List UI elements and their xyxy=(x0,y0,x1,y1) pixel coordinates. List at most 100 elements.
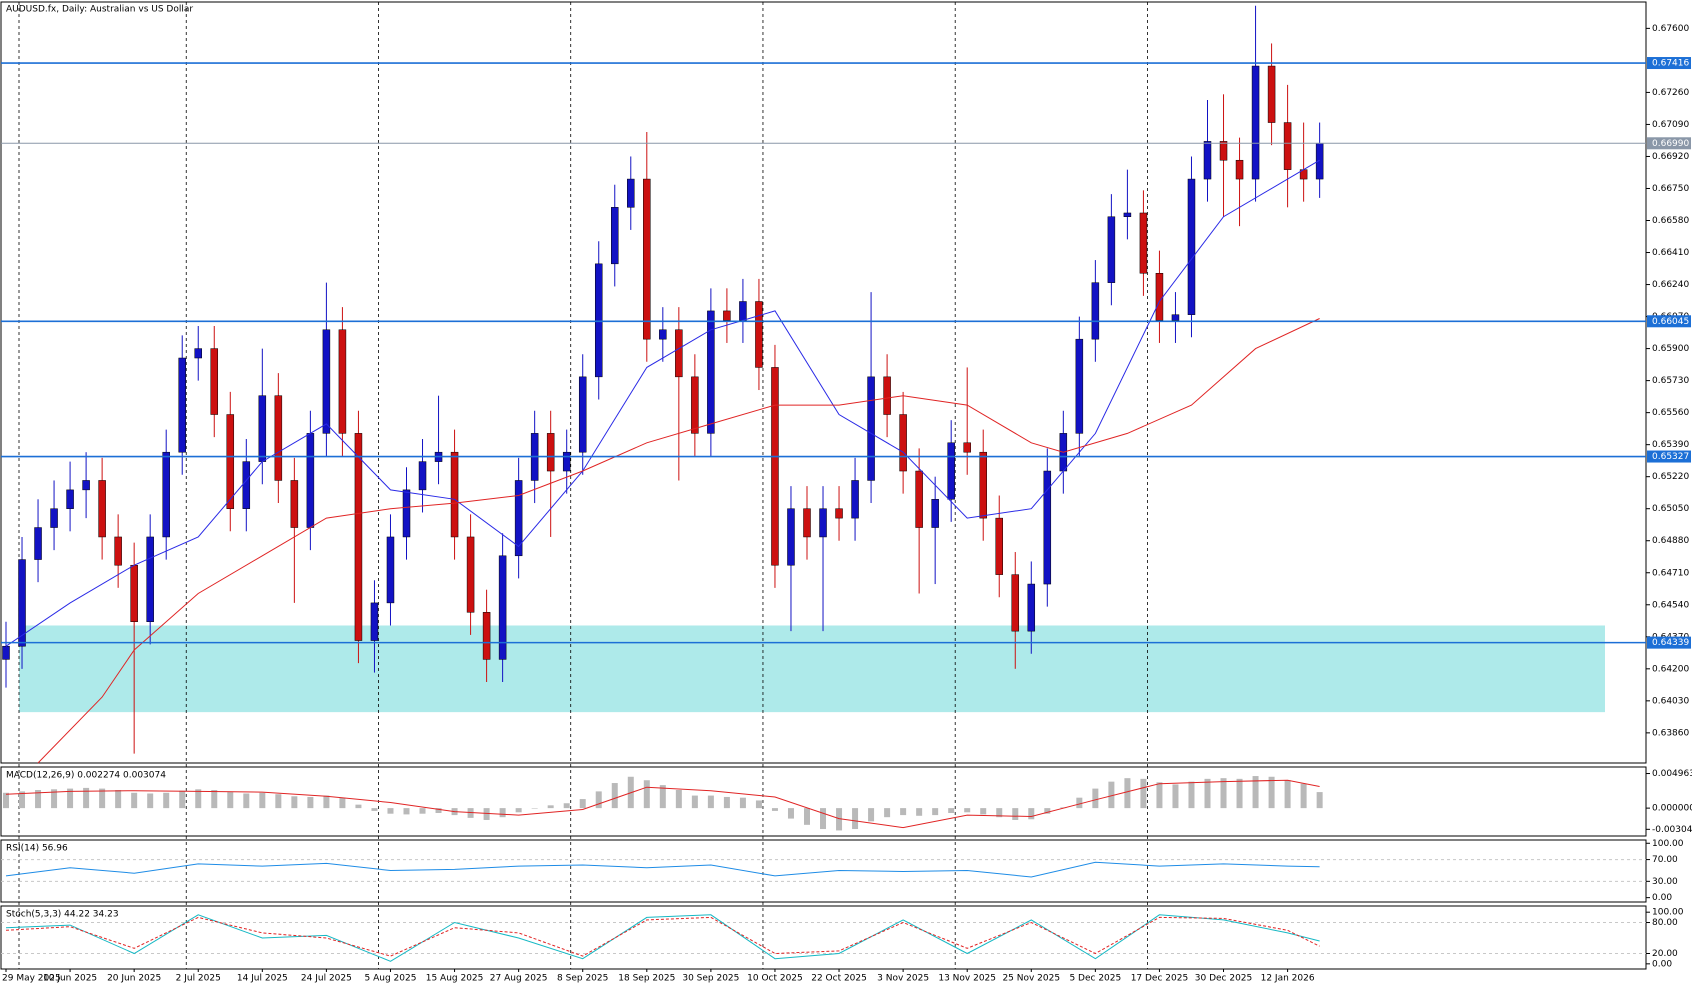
macd-bar xyxy=(771,808,778,811)
candle-body xyxy=(226,414,235,509)
candle-body xyxy=(1075,338,1084,434)
y-tick-label: 0.64030 xyxy=(1652,696,1689,706)
candle-body xyxy=(50,508,58,528)
macd-bar xyxy=(131,792,138,809)
macd-bar xyxy=(643,780,650,809)
candle-body xyxy=(146,536,154,622)
level-label-box xyxy=(1647,315,1691,328)
candle-body xyxy=(803,508,811,538)
y-tick-label: 0.67260 xyxy=(1652,88,1689,98)
y-tick-label: 100.00 xyxy=(1652,908,1684,918)
stoch-main xyxy=(5,914,1320,962)
candle-body xyxy=(1155,272,1164,321)
candle-body xyxy=(691,376,699,434)
x-tick-label: 12 Jan 2026 xyxy=(1261,974,1315,984)
macd-bar xyxy=(1300,783,1307,809)
candle-body xyxy=(114,536,122,566)
x-tick-label: 3 Nov 2025 xyxy=(877,974,929,984)
candle-body xyxy=(995,517,1003,575)
level-label-box xyxy=(1647,450,1691,463)
y-tick-label: 0.65220 xyxy=(1652,472,1689,482)
y-tick-label: 0.64710 xyxy=(1652,568,1689,578)
candle-body xyxy=(1219,141,1228,161)
x-tick-label: 8 Sep 2025 xyxy=(557,974,608,984)
x-tick-label: 5 Dec 2025 xyxy=(1069,974,1121,984)
candle-body xyxy=(915,470,923,528)
macd-bar xyxy=(275,794,282,809)
macd-bar xyxy=(339,797,346,809)
macd-bar xyxy=(1140,778,1147,809)
candle-body xyxy=(290,480,299,528)
macd-bar xyxy=(35,790,42,809)
candle-body xyxy=(274,395,283,481)
macd-bar xyxy=(1156,782,1163,809)
macd-bar xyxy=(1028,808,1035,820)
macd-bar xyxy=(563,803,570,809)
macd-bar xyxy=(980,808,987,815)
candle-body xyxy=(354,433,363,641)
pane-frame xyxy=(0,766,1647,837)
candle-body xyxy=(498,555,507,660)
macd-bar xyxy=(1188,781,1195,809)
candle-body xyxy=(1235,159,1244,180)
y-tick-label: 0.004963 xyxy=(1652,769,1692,779)
x-tick-label: 27 Aug 2025 xyxy=(490,974,548,984)
macd-bar xyxy=(739,797,746,809)
macd-bar xyxy=(836,808,843,831)
y-tick-label: 0.66920 xyxy=(1652,152,1689,162)
candle-body xyxy=(242,461,251,509)
macd-bar xyxy=(419,808,426,814)
macd-bar xyxy=(820,808,827,830)
macd-bar xyxy=(1092,788,1099,809)
macd-bar xyxy=(659,785,666,809)
candle-body xyxy=(34,527,42,560)
macd-bar xyxy=(1124,778,1131,809)
pane-title: MACD(12,26,9) 0.002274 0.003074 xyxy=(6,771,166,781)
candle-body xyxy=(835,508,843,519)
x-tick-label: 29 May 2025 xyxy=(2,974,61,984)
macd-bar xyxy=(515,808,522,813)
y-tick-label: 0.67600 xyxy=(1652,24,1689,34)
macd-bar xyxy=(499,808,506,818)
candle-body xyxy=(338,329,347,434)
macd-signal xyxy=(5,779,1320,829)
candle-body xyxy=(450,451,459,538)
macd-bar xyxy=(787,808,794,819)
candle-body xyxy=(931,499,939,528)
x-tick-label: 10 Jun 2025 xyxy=(43,974,97,984)
y-tick-label: 0.65050 xyxy=(1652,504,1689,514)
x-tick-label: 25 Nov 2025 xyxy=(1002,974,1060,984)
y-tick-label: 0.65730 xyxy=(1652,376,1689,386)
candle-body xyxy=(130,564,138,622)
x-tick-label: 18 Sep 2025 xyxy=(618,974,675,984)
stoch-signal xyxy=(5,916,1320,957)
moving-average xyxy=(5,159,1320,647)
y-tick-label: 0.000000 xyxy=(1652,804,1692,814)
candle-body xyxy=(707,310,715,434)
candle-body xyxy=(979,451,987,519)
candle-body xyxy=(1267,65,1276,123)
y-tick-label: 0.66410 xyxy=(1652,248,1689,258)
candle-body xyxy=(851,480,859,519)
candle-body xyxy=(386,536,395,604)
macd-bar xyxy=(611,783,618,809)
pane-frame xyxy=(0,1,1647,764)
pane-frame xyxy=(0,905,1647,970)
macd-bar xyxy=(579,799,586,809)
candle-body xyxy=(1187,178,1196,315)
candle-body xyxy=(162,451,170,538)
x-tick-label: 15 Aug 2025 xyxy=(426,974,484,984)
x-tick-label: 30 Sep 2025 xyxy=(682,974,739,984)
macd-bar xyxy=(1044,808,1051,814)
macd-bar xyxy=(99,788,106,809)
macd-bar xyxy=(755,800,762,809)
candle-body xyxy=(1139,212,1148,274)
macd-bar xyxy=(916,808,923,816)
macd-bar xyxy=(932,808,939,816)
macd-bar xyxy=(1268,776,1275,809)
candle-body xyxy=(723,310,731,321)
macd-bar xyxy=(371,808,378,811)
macd-bar xyxy=(291,796,298,809)
y-tick-label: 0.00 xyxy=(1652,959,1672,969)
macd-bar xyxy=(852,808,859,830)
